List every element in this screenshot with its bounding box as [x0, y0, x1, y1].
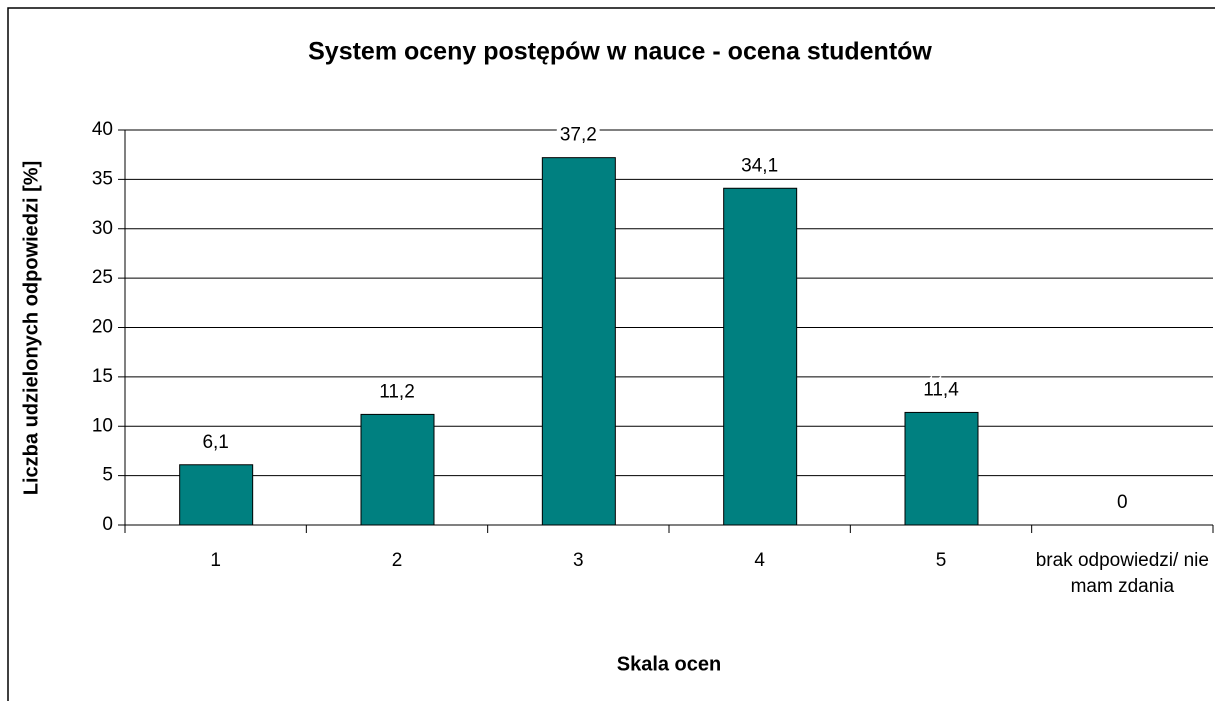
- y-tick-label: 15: [92, 366, 113, 387]
- data-label: 11,4: [923, 379, 959, 400]
- y-tick-label: 25: [92, 267, 113, 288]
- chart-border: [7, 7, 1215, 701]
- y-axis-title: Liczba udzielonych odpowiedzi [%]: [20, 161, 42, 495]
- y-tick-label: 20: [92, 317, 113, 338]
- y-tick-label: 5: [102, 465, 113, 486]
- y-tick-label: 30: [92, 218, 113, 239]
- x-tick-label: 1: [210, 550, 221, 571]
- chart-title: System oceny postępów w nauce - ocena st…: [308, 38, 932, 66]
- y-tick-label: 35: [92, 168, 113, 189]
- data-label: 11,2: [379, 381, 415, 402]
- x-tick-label: 5: [935, 550, 947, 571]
- y-tick-label: 40: [92, 119, 113, 140]
- bar: [360, 413, 435, 526]
- data-label: 37,2: [560, 125, 597, 146]
- bar: [179, 464, 254, 526]
- bar: [541, 157, 616, 526]
- y-tick-label: 10: [92, 415, 113, 436]
- bar: [904, 411, 979, 526]
- x-tick-label: 4: [754, 550, 765, 571]
- data-label: 0: [1117, 492, 1128, 513]
- y-tick-label: 0: [102, 514, 113, 535]
- data-label: 6,1: [202, 432, 228, 453]
- bar: [723, 187, 798, 526]
- x-axis-title: Skala ocen: [617, 653, 722, 675]
- data-label: 34,1: [741, 155, 778, 176]
- x-tick-label: 2: [391, 550, 403, 571]
- x-tick-label: 3: [573, 550, 584, 571]
- x-tick-label: brak odpowiedzi/ nie mam zdania: [1035, 550, 1209, 597]
